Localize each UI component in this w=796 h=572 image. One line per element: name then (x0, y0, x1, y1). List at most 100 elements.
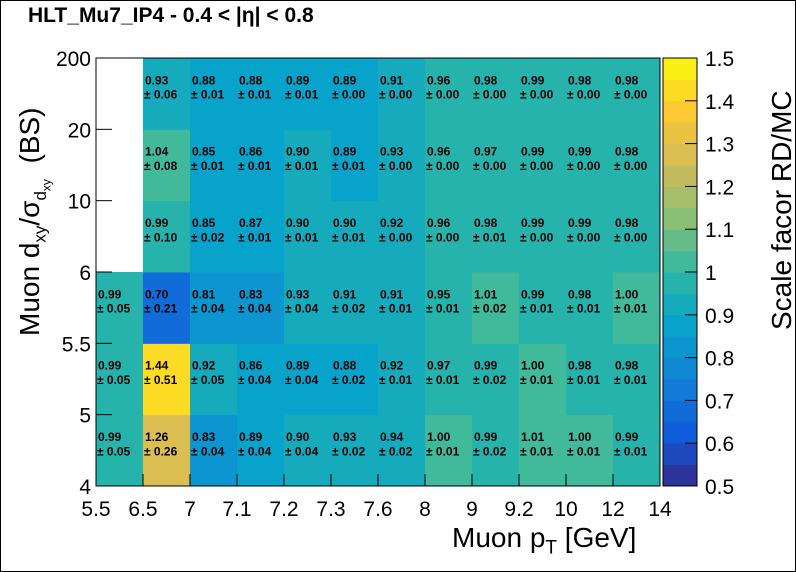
cell-error-label: ± 0.21 (144, 302, 178, 316)
y-tick-label: 10 (68, 191, 91, 214)
cell-error-label: ± 0.02 (332, 373, 366, 387)
palette-swatch (663, 293, 697, 316)
z-tick-label: 1.2 (705, 176, 734, 199)
heatmap-cell (378, 272, 426, 344)
heatmap-cell (378, 58, 426, 130)
x-tick-label: 6.5 (128, 498, 157, 521)
cell-error-label: ± 0.01 (332, 230, 366, 244)
cell-value-label: 0.93 (286, 287, 310, 301)
cell-value-label: 0.87 (239, 216, 263, 230)
color-palette (662, 57, 698, 487)
heatmap-cell (96, 272, 144, 344)
cell-error-label: ± 0.01 (238, 88, 272, 102)
y-axis-label-sub-xy: xy (30, 225, 50, 243)
palette-swatch (663, 229, 697, 252)
x-tick-label: 7.6 (363, 498, 392, 521)
cell-value-label: 0.91 (333, 287, 357, 301)
cell-error-label: ± 0.02 (473, 302, 507, 316)
cell-value-label: 1.00 (427, 430, 451, 444)
y-tick-label: 5.5 (62, 333, 91, 356)
heatmap-cell (425, 272, 473, 344)
cell-value-label: 0.98 (474, 216, 498, 230)
palette-swatch (663, 443, 697, 466)
heatmap-cell (190, 200, 238, 273)
cell-value-label: 0.89 (333, 73, 357, 87)
heatmap-cell (613, 343, 661, 416)
cell-value-label: 1.04 (145, 145, 169, 159)
cell-value-label: 0.96 (427, 145, 451, 159)
y-tick-label: 6 (79, 262, 91, 285)
cell-error-label: ± 0.02 (379, 444, 413, 458)
cell-error-label: ± 0.04 (285, 302, 319, 316)
z-tick-label: 1.1 (705, 219, 734, 242)
cell-error-label: ± 0.01 (238, 159, 272, 173)
y-axis-label-sigma: /σ (14, 200, 45, 226)
y-axis-label-unit: (BS) (14, 107, 45, 180)
cell-error-label: ± 0.08 (144, 159, 178, 173)
cell-value-label: 0.90 (286, 216, 310, 230)
cell-value-label: 0.99 (145, 216, 169, 230)
heatmap-cell (237, 58, 285, 130)
cell-error-label: ± 0.06 (144, 88, 178, 102)
y-axis-label-sub-d-text: d (30, 191, 50, 201)
palette-swatch (663, 79, 697, 102)
x-tick-label: 7 (184, 498, 196, 521)
cell-error-label: ± 0.00 (379, 159, 413, 173)
heatmap-cell (472, 200, 520, 273)
heatmap-cell (190, 129, 238, 202)
cell-value-label: 0.93 (333, 430, 357, 444)
cell-value-label: 0.89 (333, 145, 357, 159)
cell-value-label: 1.26 (145, 430, 169, 444)
x-axis-label-unit: [GeV] (557, 522, 637, 553)
heatmap-cell (472, 129, 520, 202)
heatmap-cell (284, 129, 332, 202)
y-tick-label: 5 (79, 405, 91, 428)
heatmap-cell (96, 343, 144, 416)
cell-value-label: 1.00 (568, 430, 592, 444)
x-axis: 5.5 6.5 7 7.1 7.2 7.3 7.6 8 9 9.2 10 12 14 (81, 474, 672, 521)
cell-value-label: 0.98 (568, 359, 592, 373)
x-tick-label: 14 (648, 498, 672, 521)
z-tick-label: 1 (705, 262, 717, 285)
cell-error-label: ± 0.01 (520, 444, 554, 458)
cell-error-label: ± 0.00 (614, 230, 648, 244)
cell-error-label: ± 0.00 (614, 88, 648, 102)
cell-value-label: 0.98 (568, 73, 592, 87)
cell-error-label: ± 0.01 (285, 230, 319, 244)
cell-error-label: ± 0.04 (191, 302, 225, 316)
cell-error-label: ± 0.00 (426, 230, 460, 244)
cell-value-label: 0.86 (239, 359, 263, 373)
x-tick-label: 9 (466, 498, 478, 521)
heatmap-cell (425, 200, 473, 273)
cell-error-label: ± 0.02 (473, 444, 507, 458)
palette-swatch (663, 58, 697, 80)
cell-error-label: ± 0.01 (567, 373, 601, 387)
cell-error-label: ± 0.05 (191, 373, 225, 387)
z-tick-label: 0.8 (705, 348, 734, 371)
cell-value-label: 0.93 (145, 73, 169, 87)
heatmap-cell (237, 200, 285, 273)
x-tick-label: 9.2 (504, 498, 533, 521)
cell-value-label: 0.99 (568, 216, 592, 230)
cell-error-label: ± 0.00 (520, 230, 554, 244)
cell-error-label: ± 0.01 (426, 373, 460, 387)
cell-error-label: ± 0.01 (614, 444, 648, 458)
cell-error-label: ± 0.04 (238, 444, 272, 458)
palette-swatch (663, 207, 697, 230)
cell-value-label: 0.99 (474, 430, 498, 444)
cell-error-label: ± 0.04 (285, 373, 319, 387)
cell-error-label: ± 0.01 (614, 302, 648, 316)
cell-error-label: ± 0.01 (285, 159, 319, 173)
heatmap-cell (566, 414, 614, 487)
heatmap-cell (331, 272, 379, 344)
cell-error-label: ± 0.01 (238, 230, 272, 244)
heatmap-cell-labels: 0.99± 0.051.26± 0.260.83± 0.040.89± 0.04… (97, 73, 648, 458)
heatmap-cell (472, 272, 520, 344)
z-tick-label: 1.4 (705, 91, 735, 114)
cell-error-label: ± 0.00 (567, 159, 601, 173)
heatmap-cell (472, 414, 520, 487)
x-tick-label: 7.1 (222, 498, 251, 521)
heatmap-cell (143, 58, 191, 130)
cell-value-label: 0.98 (615, 359, 639, 373)
